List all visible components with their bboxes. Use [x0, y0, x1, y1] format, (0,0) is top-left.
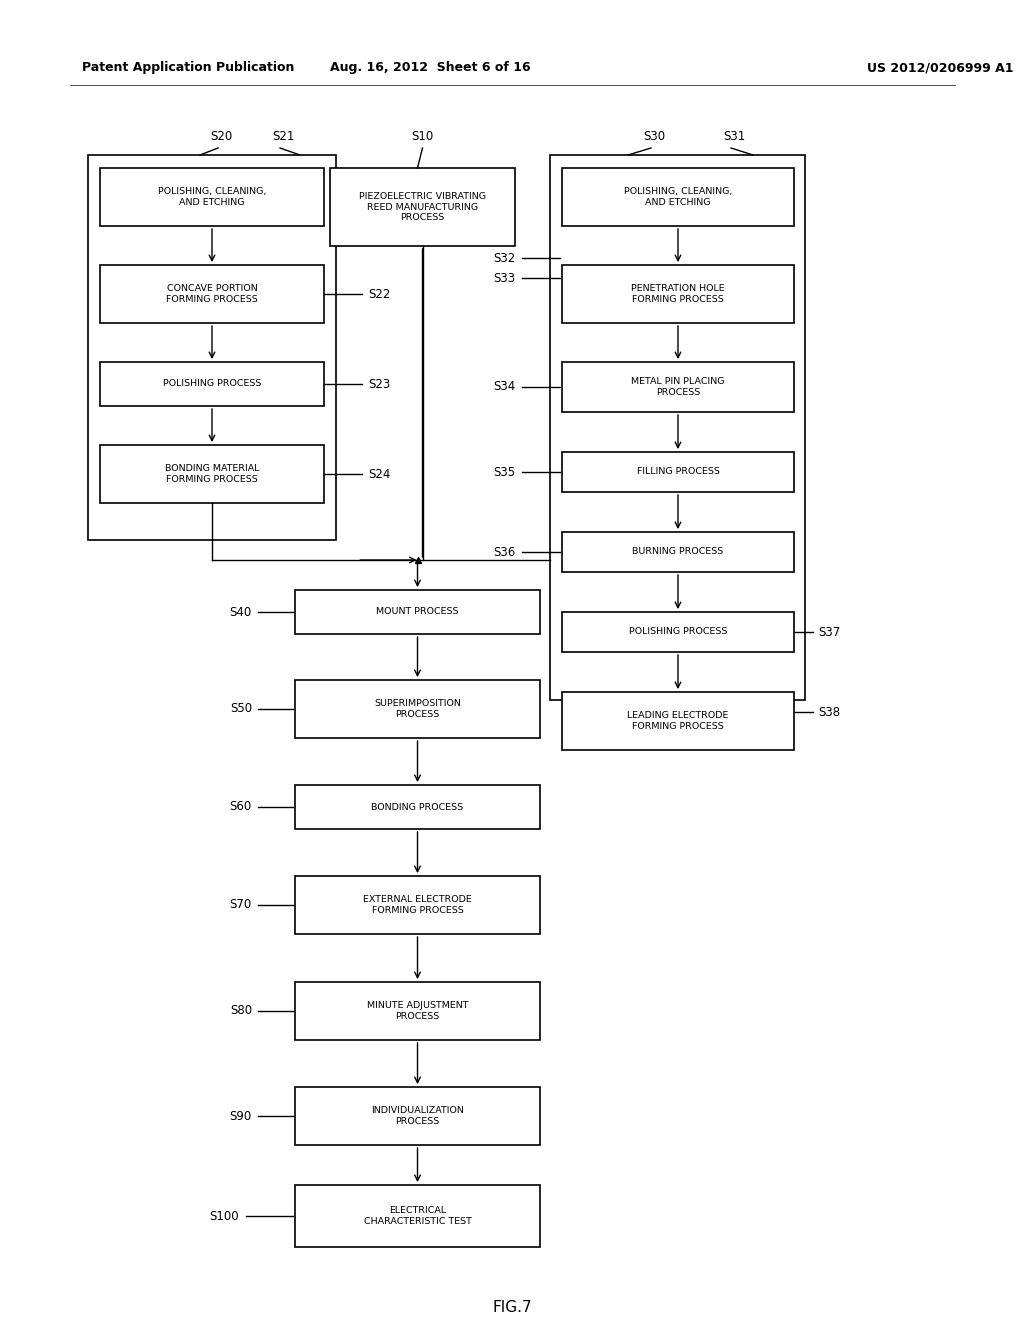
Bar [100, 362, 324, 407]
Text: CONCAVE PORTION
FORMING PROCESS: CONCAVE PORTION FORMING PROCESS [166, 284, 258, 304]
Text: MINUTE ADJUSTMENT
PROCESS: MINUTE ADJUSTMENT PROCESS [367, 1002, 468, 1020]
Text: S30: S30 [643, 129, 666, 143]
Text: FILLING PROCESS: FILLING PROCESS [637, 467, 720, 477]
Text: BONDING MATERIAL
FORMING PROCESS: BONDING MATERIAL FORMING PROCESS [165, 465, 259, 483]
Text: S50: S50 [229, 702, 252, 715]
Text: S70: S70 [229, 899, 252, 912]
Text: FIG.7: FIG.7 [493, 1299, 531, 1315]
Text: POLISHING PROCESS: POLISHING PROCESS [163, 380, 261, 388]
Text: POLISHING PROCESS: POLISHING PROCESS [629, 627, 727, 636]
Text: METAL PIN PLACING
PROCESS: METAL PIN PLACING PROCESS [631, 378, 725, 397]
Text: EXTERNAL ELECTRODE
FORMING PROCESS: EXTERNAL ELECTRODE FORMING PROCESS [364, 895, 472, 915]
Text: Patent Application Publication: Patent Application Publication [82, 62, 294, 74]
Text: S33: S33 [493, 272, 515, 285]
Text: S36: S36 [493, 545, 515, 558]
Text: INDIVIDUALIZATION
PROCESS: INDIVIDUALIZATION PROCESS [371, 1106, 464, 1126]
Text: S38: S38 [818, 705, 840, 718]
Text: S90: S90 [229, 1110, 252, 1122]
Text: BONDING PROCESS: BONDING PROCESS [372, 803, 464, 812]
Bar [100, 168, 324, 226]
Bar [295, 785, 540, 829]
Bar [330, 168, 515, 246]
Bar [295, 876, 540, 935]
Text: POLISHING, CLEANING,
AND ETCHING: POLISHING, CLEANING, AND ETCHING [158, 187, 266, 207]
Bar [295, 1086, 540, 1144]
Text: MOUNT PROCESS: MOUNT PROCESS [376, 607, 459, 616]
Text: Aug. 16, 2012  Sheet 6 of 16: Aug. 16, 2012 Sheet 6 of 16 [330, 62, 530, 74]
Text: BURNING PROCESS: BURNING PROCESS [633, 548, 724, 557]
Text: S35: S35 [493, 466, 515, 479]
Text: S31: S31 [723, 129, 745, 143]
Text: S20: S20 [210, 129, 232, 143]
Text: S10: S10 [412, 129, 433, 143]
Text: PENETRATION HOLE
FORMING PROCESS: PENETRATION HOLE FORMING PROCESS [631, 284, 725, 304]
Text: S22: S22 [368, 288, 390, 301]
Text: SUPERIMPOSITION
PROCESS: SUPERIMPOSITION PROCESS [374, 700, 461, 718]
Bar [295, 590, 540, 634]
Text: S23: S23 [368, 378, 390, 391]
Bar [562, 692, 794, 750]
Bar [88, 154, 336, 540]
Text: LEADING ELECTRODE
FORMING PROCESS: LEADING ELECTRODE FORMING PROCESS [628, 711, 729, 731]
Bar [562, 532, 794, 572]
Text: S40: S40 [229, 606, 252, 619]
Bar [562, 168, 794, 226]
Text: S60: S60 [229, 800, 252, 813]
Bar [562, 612, 794, 652]
Text: S21: S21 [272, 129, 294, 143]
Text: S37: S37 [818, 626, 841, 639]
Text: S80: S80 [229, 1005, 252, 1018]
Bar [100, 265, 324, 323]
Bar [562, 451, 794, 492]
Bar [295, 680, 540, 738]
Bar [562, 265, 794, 323]
Text: US 2012/0206999 A1: US 2012/0206999 A1 [866, 62, 1014, 74]
Text: S34: S34 [493, 380, 515, 393]
Text: S24: S24 [368, 467, 390, 480]
Bar [295, 982, 540, 1040]
Bar [550, 154, 805, 700]
Bar [562, 362, 794, 412]
Text: ELECTRICAL
CHARACTERISTIC TEST: ELECTRICAL CHARACTERISTIC TEST [364, 1206, 471, 1226]
Text: PIEZOELECTRIC VIBRATING
REED MANUFACTURING
PROCESS: PIEZOELECTRIC VIBRATING REED MANUFACTURI… [359, 193, 486, 222]
Bar [100, 445, 324, 503]
Bar [295, 1185, 540, 1247]
Text: S100: S100 [209, 1209, 239, 1222]
Text: S32: S32 [493, 252, 515, 264]
Text: POLISHING, CLEANING,
AND ETCHING: POLISHING, CLEANING, AND ETCHING [624, 187, 732, 207]
